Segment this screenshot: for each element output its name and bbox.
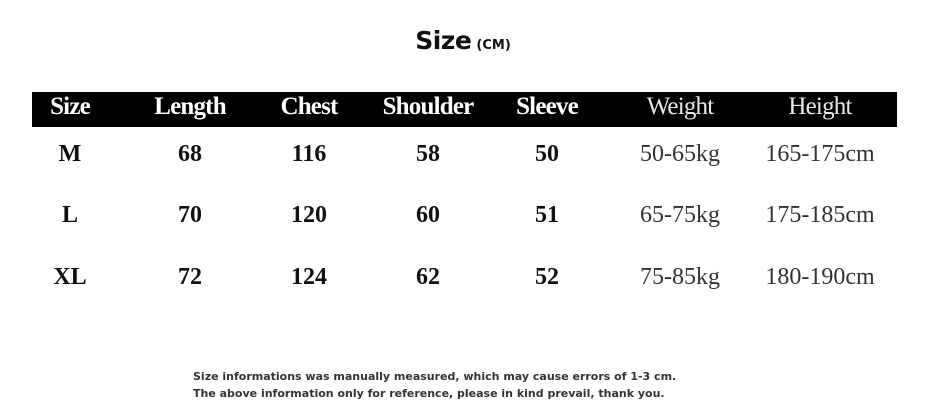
table-cell: 70 [178,202,202,228]
table-cell: L [61,202,79,228]
table-cell: 120 [291,202,327,228]
table-cell: 175-185cm [765,202,875,228]
column-header: Height [788,93,852,120]
table-cell: 72 [178,264,202,290]
column-header: Sleeve [516,93,579,120]
chart-title: Size (CM) [0,26,926,55]
table-cell: M [58,141,82,167]
table-cell: 75-85kg [640,264,720,290]
column-header: Length [154,93,226,120]
table-cell: 180-190cm [765,264,875,290]
table-cell: XL [53,264,87,290]
table-cell: 52 [535,264,559,290]
table-cell: 116 [291,141,327,167]
column-header: Chest [280,93,338,120]
table-cell: 58 [416,141,440,167]
title-unit: (CM) [476,38,511,53]
column-header: Size [50,93,91,120]
table-cell: 62 [416,264,440,290]
table-cell: 50 [535,141,559,167]
table-header-bar [32,92,897,127]
column-header: Weight [646,93,715,120]
table-cell: 124 [291,264,327,290]
table-cell: 51 [535,202,559,228]
title-main: Size [415,26,472,55]
footnote-line: The above information only for reference… [193,387,665,400]
table-cell: 65-75kg [640,202,720,228]
table-cell: 50-65kg [640,141,720,167]
table-cell: 165-175cm [765,141,875,167]
footnote-line: Size informations was manually measured,… [193,370,677,383]
footnote: Size informations was manually measured,… [193,368,676,402]
table-cell: 68 [178,141,202,167]
column-header: Shoulder [382,93,475,120]
table-cell: 60 [416,202,440,228]
